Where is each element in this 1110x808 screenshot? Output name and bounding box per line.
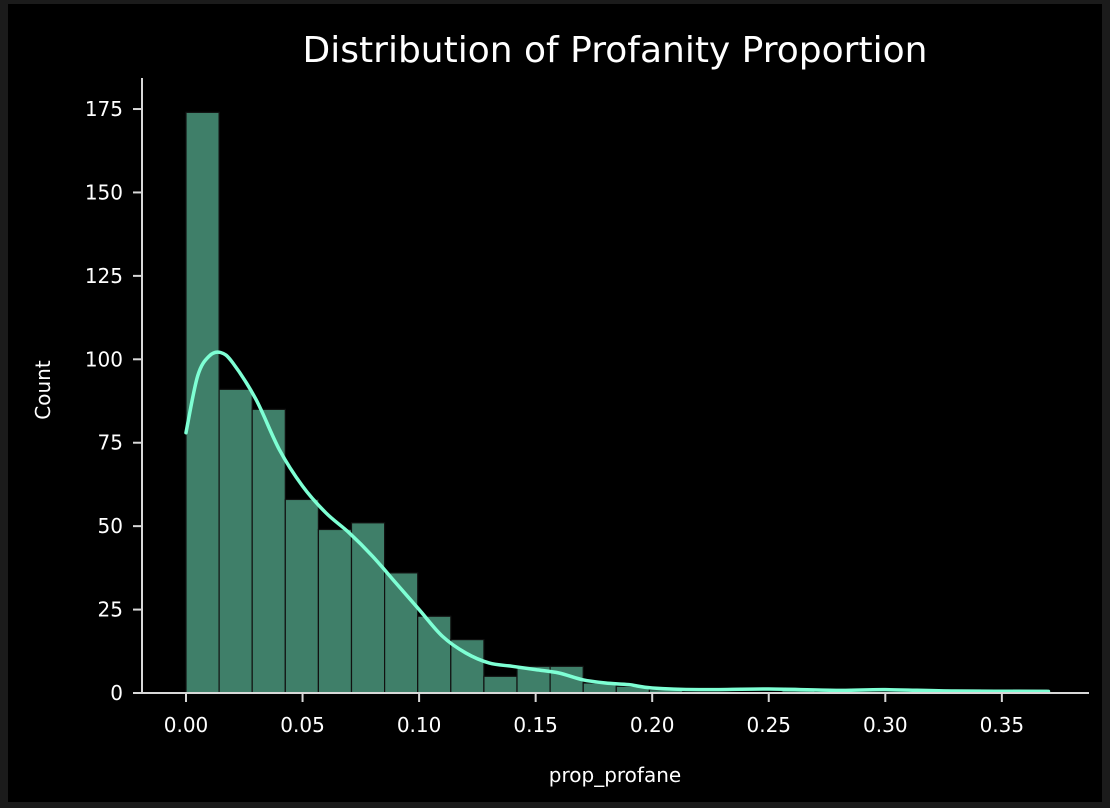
histogram-bar	[284, 498, 320, 694]
y-tick-label: 175	[85, 97, 123, 121]
x-tick-label: 0.30	[863, 713, 908, 737]
y-tick-label: 0	[110, 681, 123, 705]
kde-curve	[184, 350, 1051, 694]
x-axis-label: prop_profane	[549, 763, 681, 787]
histogram-bars	[185, 111, 1048, 694]
x-tick-label: 0.05	[280, 713, 325, 737]
x-tick-label: 0.00	[164, 713, 209, 737]
y-tick-label: 150	[85, 180, 123, 204]
y-tick-label: 50	[98, 514, 123, 538]
y-tick-label: 100	[85, 347, 123, 371]
chart-title: Distribution of Profanity Proportion	[303, 30, 928, 71]
histogram-bar	[218, 388, 253, 694]
axes: 0 25 50 75 100 125 150 175 0.00 0.05 0.10 0.15 0.20 0…	[85, 78, 1089, 737]
histogram-bar	[384, 572, 419, 694]
histogram-bar	[350, 522, 386, 694]
histogram-bar	[483, 675, 518, 694]
y-tick-label: 75	[98, 431, 123, 455]
histogram-bar	[317, 528, 353, 694]
y-tick-label: 125	[85, 264, 123, 288]
x-tick-label: 0.20	[630, 713, 675, 737]
x-tick-label: 0.25	[746, 713, 791, 737]
x-tick-label: 0.15	[513, 713, 558, 737]
histogram-bar	[251, 408, 286, 694]
y-tick-label: 25	[98, 598, 123, 622]
y-axis-label: Count	[31, 360, 55, 420]
x-tick-label: 0.35	[980, 713, 1025, 737]
x-tick-label: 0.10	[397, 713, 442, 737]
